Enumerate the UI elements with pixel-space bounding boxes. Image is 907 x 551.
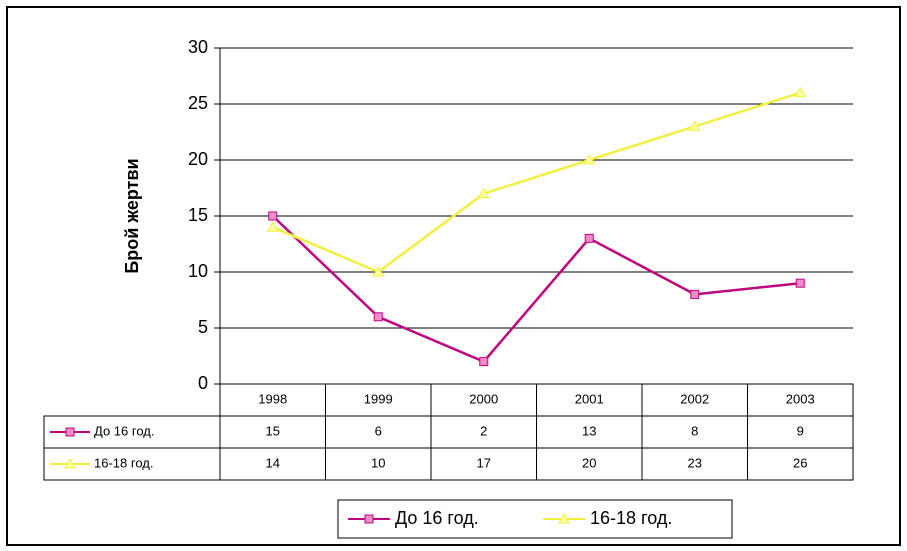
table-value: 17 bbox=[477, 455, 491, 470]
y-tick-label: 25 bbox=[188, 93, 208, 113]
x-tick-label: 2003 bbox=[786, 391, 815, 406]
marker bbox=[372, 265, 385, 277]
chart-frame bbox=[6, 6, 901, 546]
marker bbox=[479, 357, 489, 367]
marker bbox=[583, 153, 596, 165]
marker bbox=[268, 211, 278, 221]
y-tick-label: 30 bbox=[188, 37, 208, 57]
x-tick-label: 1999 bbox=[364, 391, 393, 406]
marker bbox=[558, 512, 570, 524]
marker bbox=[373, 312, 383, 322]
x-tick-label: 2001 bbox=[575, 391, 604, 406]
table-value: 8 bbox=[691, 423, 698, 438]
table-value: 23 bbox=[688, 455, 702, 470]
x-tick-label: 2000 bbox=[469, 391, 498, 406]
table-value: 14 bbox=[266, 455, 280, 470]
table-series-name: До 16 год. bbox=[94, 423, 154, 438]
series-line bbox=[272, 91, 801, 274]
table-value: 15 bbox=[266, 423, 280, 438]
marker bbox=[794, 86, 807, 98]
marker bbox=[795, 278, 805, 288]
legend-label: До 16 год. bbox=[395, 508, 479, 528]
y-tick-label: 10 bbox=[188, 261, 208, 281]
table-value: 13 bbox=[582, 423, 596, 438]
marker bbox=[64, 457, 76, 469]
table-value: 6 bbox=[375, 423, 382, 438]
marker bbox=[477, 187, 490, 199]
marker bbox=[688, 120, 701, 131]
table-value: 26 bbox=[793, 455, 807, 470]
y-tick-label: 5 bbox=[198, 317, 208, 337]
y-tick-label: 0 bbox=[198, 373, 208, 393]
legend-box bbox=[337, 499, 733, 539]
x-tick-label: 2002 bbox=[680, 391, 709, 406]
marker bbox=[364, 514, 374, 524]
table-value: 2 bbox=[480, 423, 487, 438]
marker bbox=[65, 427, 75, 437]
x-tick-label: 1998 bbox=[258, 391, 287, 406]
series-line bbox=[271, 215, 801, 364]
marker bbox=[690, 289, 700, 299]
y-tick-label: 20 bbox=[188, 149, 208, 169]
y-axis-title: Брой жертви bbox=[122, 158, 142, 273]
marker bbox=[266, 221, 279, 232]
table-value: 20 bbox=[582, 455, 596, 470]
table-value: 9 bbox=[797, 423, 804, 438]
y-tick-label: 15 bbox=[188, 205, 208, 225]
marker bbox=[584, 233, 594, 243]
legend-label: 16-18 год. bbox=[590, 508, 672, 528]
table-value: 10 bbox=[371, 455, 385, 470]
table-series-name: 16-18 год. bbox=[94, 455, 153, 470]
